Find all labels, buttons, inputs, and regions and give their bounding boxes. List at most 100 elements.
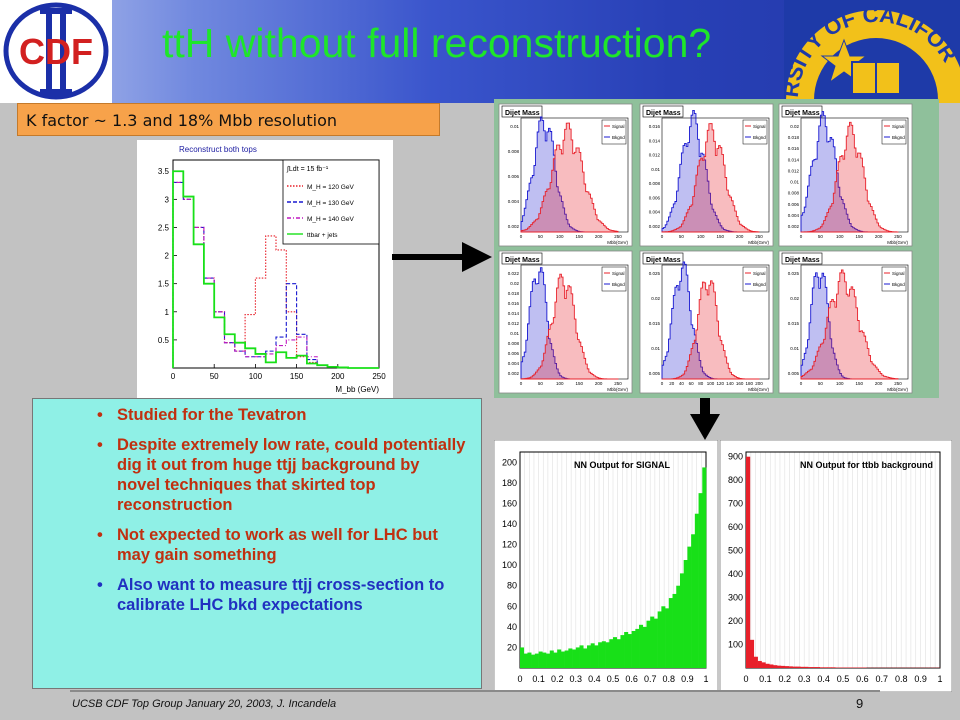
histogram-bar bbox=[549, 650, 554, 668]
x-tick-label: 250 bbox=[614, 234, 622, 239]
histogram-bar bbox=[590, 643, 595, 668]
legend-box bbox=[881, 266, 907, 292]
histogram-bar bbox=[531, 654, 536, 668]
x-tick-label: 100 bbox=[556, 381, 564, 386]
university-seal-logo: RSITY OF CALIFOR bbox=[784, 0, 960, 103]
legend-label: Signal bbox=[753, 124, 766, 129]
histogram-bar bbox=[796, 666, 801, 668]
y-tick-label: 0.015 bbox=[788, 321, 800, 326]
dijet-panel: Dijet Mass Signal Bkgnd 0.016 0.014 0.012 0.01… bbox=[639, 103, 774, 247]
x-tick-label: 100 bbox=[836, 234, 844, 239]
histogram-bar bbox=[676, 585, 681, 668]
x-tick-label: 0.9 bbox=[681, 674, 694, 684]
chart-title: Reconstruct both tops bbox=[179, 145, 257, 154]
x-axis-label: Mbb(GeV) bbox=[748, 387, 769, 392]
x-tick-label: 0.3 bbox=[798, 674, 811, 684]
arrow-down-icon bbox=[690, 396, 720, 440]
histogram-bar bbox=[661, 606, 666, 668]
legend-label: M_H = 140 GeV bbox=[307, 216, 354, 223]
y-tick-label: 1.5 bbox=[158, 280, 170, 289]
y-tick-label: 0.02 bbox=[790, 124, 799, 129]
y-tick-label: 0.016 bbox=[508, 301, 520, 306]
legend-box bbox=[742, 266, 768, 292]
y-tick-label: 0.01 bbox=[790, 180, 799, 185]
legend-label: M_H = 130 GeV bbox=[307, 200, 354, 207]
histogram-bar bbox=[546, 653, 551, 668]
histogram-bar bbox=[609, 639, 614, 668]
reconstruct-tops-chart: Reconstruct both tops 0.5 1 1.5 2 2.5 3 3.5 0 50 1… bbox=[137, 140, 393, 398]
histogram-bar bbox=[557, 649, 562, 668]
histogram-bar bbox=[788, 666, 793, 668]
x-tick-label: 0.7 bbox=[644, 674, 657, 684]
footer-divider bbox=[70, 690, 880, 692]
legend-label: ttbar + jets bbox=[307, 232, 338, 239]
histogram-bar bbox=[761, 662, 766, 668]
y-tick-label: 0.01 bbox=[651, 346, 660, 351]
y-tick-label: 500 bbox=[728, 546, 743, 556]
y-tick-label: 800 bbox=[728, 475, 743, 485]
x-tick-label: 0 bbox=[800, 381, 803, 386]
legend-label: Bkgnd bbox=[753, 135, 766, 140]
y-tick-label: 160 bbox=[502, 498, 517, 508]
panel-title-box bbox=[642, 105, 684, 118]
histogram-bar bbox=[613, 637, 618, 668]
y-tick-label: 0.02 bbox=[790, 296, 799, 301]
x-tick-label: 0.1 bbox=[532, 674, 545, 684]
y-tick-label: 100 bbox=[728, 640, 743, 650]
arrow-right-icon bbox=[392, 242, 492, 272]
bullet-item: Despite extremely low rate, could potent… bbox=[97, 435, 467, 515]
y-tick-label: 600 bbox=[728, 522, 743, 532]
histogram-bar bbox=[594, 645, 599, 668]
y-tick-label: 0.016 bbox=[788, 146, 800, 151]
bullet-item: Also want to measure ttjj cross-section … bbox=[97, 575, 467, 615]
y-tick-label: 0.012 bbox=[508, 321, 520, 326]
x-tick-label: 50 bbox=[818, 234, 824, 239]
histogram-bar bbox=[819, 667, 824, 668]
y-tick-label: 0.01 bbox=[510, 124, 519, 129]
signal-histogram bbox=[520, 122, 619, 233]
x-tick-label: 80 bbox=[698, 381, 704, 386]
dijet-panel: Dijet Mass Signal Bkgnd 0.01 0.008 0.006 0.004… bbox=[498, 103, 633, 247]
x-tick-label: 0.5 bbox=[837, 674, 850, 684]
histogram-bar bbox=[698, 493, 703, 668]
y-tick-label: 120 bbox=[502, 540, 517, 550]
x-axis-label: Mbb(GeV) bbox=[607, 240, 628, 245]
y-tick-label: 0.002 bbox=[788, 224, 800, 229]
x-tick-label: 0 bbox=[800, 234, 803, 239]
histogram-bar bbox=[572, 649, 577, 668]
series-line bbox=[172, 170, 379, 369]
y-tick-label: 300 bbox=[728, 593, 743, 603]
x-axis-label: Mbb(GeV) bbox=[887, 240, 908, 245]
chart-title: NN Output for ttbb background bbox=[800, 460, 933, 470]
x-tick-label: 250 bbox=[894, 381, 902, 386]
x-tick-label: 150 bbox=[290, 372, 304, 381]
x-tick-label: 0.5 bbox=[607, 674, 620, 684]
histogram-bar bbox=[777, 665, 782, 668]
x-tick-label: 150 bbox=[855, 381, 863, 386]
svg-text:CDF: CDF bbox=[19, 31, 93, 72]
x-tick-label: 0 bbox=[171, 372, 176, 381]
histogram-bar bbox=[650, 616, 655, 668]
x-tick-label: 250 bbox=[894, 234, 902, 239]
panel-title: Dijet Mass bbox=[505, 257, 540, 264]
y-tick-label: 0.012 bbox=[649, 153, 661, 158]
histogram-bar bbox=[620, 635, 625, 668]
nn-chart: 20 40 60 80 100 120 140 160 180 200 0 0.1 0.2 0.3 0.4 0… bbox=[494, 440, 719, 692]
panel-title: Dijet Mass bbox=[505, 110, 540, 117]
x-tick-label: 0.2 bbox=[551, 674, 564, 684]
x-tick-label: 200 bbox=[595, 234, 603, 239]
x-tick-label: 0.8 bbox=[663, 674, 676, 684]
page-number: 9 bbox=[856, 696, 864, 711]
legend-box bbox=[601, 266, 627, 292]
y-tick-label: 100 bbox=[502, 560, 517, 570]
histogram-bar bbox=[827, 667, 832, 668]
x-tick-label: 50 bbox=[818, 381, 824, 386]
x-tick-label: 0.7 bbox=[876, 674, 889, 684]
histogram-bar bbox=[646, 620, 651, 668]
bullet-item: Studied for the Tevatron bbox=[97, 405, 467, 425]
x-axis-label: Mbb(GeV) bbox=[607, 387, 628, 392]
histogram-bar bbox=[527, 652, 532, 668]
histogram-bar bbox=[601, 641, 606, 668]
x-tick-label: 150 bbox=[855, 234, 863, 239]
y-tick-label: 180 bbox=[502, 478, 517, 488]
